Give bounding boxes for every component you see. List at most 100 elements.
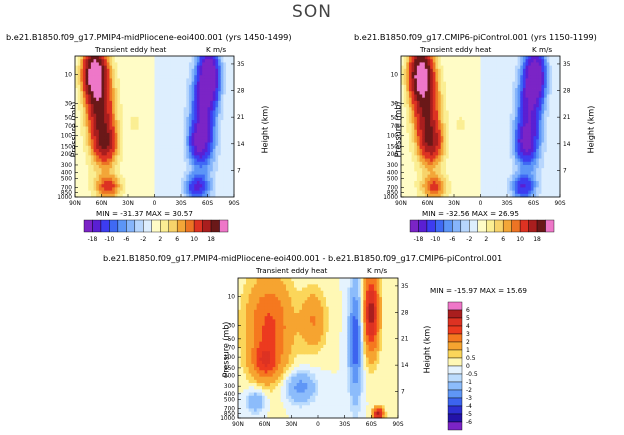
panel2-colorbar-box xyxy=(494,219,504,233)
panel1-ytick-label: 700 xyxy=(61,186,72,192)
panel1-ytick-label: 850 xyxy=(61,191,72,197)
figure-title: SON xyxy=(292,2,332,22)
panel2-colorbar-box xyxy=(426,219,436,233)
panel1-y2tick-label: 28 xyxy=(237,89,245,95)
panel3-title: b.e21.B1850.f09_g17.PMIP4-midPliocene-eo… xyxy=(103,253,503,263)
panel1-xtick-label: 60S xyxy=(202,201,213,207)
panel3-xtick-label: 60N xyxy=(259,422,271,428)
panel3-colorbar-box xyxy=(447,365,463,375)
panel3-ytick-label: 70 xyxy=(228,346,236,352)
panel2-ytick-label: 500 xyxy=(387,177,398,183)
panel1-colorbar-box xyxy=(168,219,178,233)
panel3-units: K m/s xyxy=(367,266,388,275)
panel3-colorbar-label: -1 xyxy=(466,379,472,386)
panel1-colorbar-label: -2 xyxy=(140,236,146,243)
panel3-y2tick-label: 35 xyxy=(401,284,409,290)
panel2-y2tick-label: 28 xyxy=(563,89,571,95)
panel2-xtick-label: 90S xyxy=(554,201,565,207)
panel1-colorbar-box xyxy=(160,219,169,233)
panel3-colorbar-box xyxy=(447,341,463,351)
panel2-ytick-label: 700 xyxy=(387,186,398,192)
panel2-colorbar-label: 18 xyxy=(533,236,541,243)
panel3-colorbar-label: -2 xyxy=(466,387,472,394)
panel3-xtick-label: 30S xyxy=(339,422,350,428)
panel3-colorbar-box xyxy=(447,413,463,423)
panel3-ytick-label: 700 xyxy=(224,407,235,413)
panel3-colorbar-label: 6 xyxy=(466,307,470,314)
panel2-xtick-label: 0 xyxy=(479,201,483,207)
panel2-colorbar-box xyxy=(452,219,462,233)
panel1-colorbar-box xyxy=(126,219,136,233)
panel1-y2tick-label: 21 xyxy=(237,115,245,121)
panel2-colorbar-box xyxy=(409,219,419,233)
panel2-colorbar-label: -10 xyxy=(431,236,441,243)
panel2-variable: Transient eddy heat xyxy=(420,45,492,54)
panel2-stats: MIN = -32.56 MAX = 26.95 xyxy=(422,209,519,218)
panel2-y2tick-label: 35 xyxy=(563,62,571,68)
panel2-colorbar-label: -2 xyxy=(466,236,472,243)
panel3-y2tick-label: 21 xyxy=(401,337,409,343)
panel3-colorbar-box xyxy=(447,389,463,399)
panel3-colorbar-box xyxy=(447,373,463,383)
panel2-colorbar-label: 10 xyxy=(516,236,524,243)
panel3-colorbar-label: -5 xyxy=(466,411,472,418)
panel2-colorbar-box xyxy=(502,219,512,233)
panel2-colorbar-box xyxy=(460,219,470,233)
panel2-colorbar-box xyxy=(477,219,487,233)
panel2-y2label: Height (km) xyxy=(586,105,596,154)
panel1-colorbar-label: -18 xyxy=(88,236,98,243)
panel2-y2tick-label: 21 xyxy=(563,115,571,121)
panel2-colorbar-box xyxy=(435,219,445,233)
panel1-colorbar-box xyxy=(117,219,127,233)
panel1-colorbar-box xyxy=(109,219,119,233)
panel1-colorbar-box xyxy=(83,219,93,233)
panel2-colorbar-label: 2 xyxy=(484,236,488,243)
panel3-ytick-label: 100 xyxy=(224,355,235,361)
panel3-stats: MIN = -15.97 MAX = 15.69 xyxy=(430,286,527,295)
panel1-colorbar-box xyxy=(134,219,144,233)
panel2-ytick-label: 50 xyxy=(391,115,399,121)
panel3-ytick-label: 10 xyxy=(228,294,236,300)
panel1-ytick-label: 400 xyxy=(61,171,72,177)
panel3-ytick-label: 50 xyxy=(228,337,236,343)
panel3-colorbar-label: -4 xyxy=(466,403,472,410)
panel3-ytick-label: 200 xyxy=(224,373,235,379)
panel3-colorbar-box xyxy=(447,349,463,359)
panel1-colorbar-box xyxy=(143,219,152,233)
panel1-ytick-label: 30 xyxy=(65,102,73,108)
panel2-colorbar-box xyxy=(469,219,478,233)
panel3-xtick-label: 60S xyxy=(366,422,377,428)
panel2-xtick-label: 90N xyxy=(395,201,407,207)
panel3-ytick-label: 150 xyxy=(224,366,235,372)
panel1-y2tick-label: 14 xyxy=(237,142,245,148)
panel3-colorbar-box xyxy=(447,405,463,415)
panel3-colorbar-box xyxy=(447,325,463,335)
panel1-xtick-label: 30N xyxy=(122,201,134,207)
panel1-units: K m/s xyxy=(206,45,227,54)
panel2-colorbar-box xyxy=(528,219,538,233)
panel3-variable: Transient eddy heat xyxy=(256,266,328,275)
panel1-title: b.e21.B1850.f09_g17.PMIP4-midPliocene-eo… xyxy=(6,32,292,42)
panel1-colorbar-label: 6 xyxy=(175,236,179,243)
panel3-y2tick-label: 14 xyxy=(401,363,409,369)
panel1-colorbar-box xyxy=(151,219,161,233)
panel1-colorbar-label: -10 xyxy=(105,236,115,243)
panel3-colorbar-box xyxy=(447,381,463,391)
panel3-colorbar-box xyxy=(447,309,463,319)
panel1-ytick-label: 10 xyxy=(65,72,73,78)
panel2-ylabel: Pressure (mb) xyxy=(393,101,403,158)
panel3-colorbar-label: -0.5 xyxy=(466,371,478,378)
panel1-colorbar-label: 18 xyxy=(207,236,215,243)
panel2-colorbar-box xyxy=(519,219,529,233)
panel3-colorbar-label: 1 xyxy=(466,347,470,354)
panel3-ytick-label: 850 xyxy=(224,412,235,418)
panel1-field xyxy=(75,56,235,198)
panel1-stats: MIN = -31.37 MAX = 30.57 xyxy=(96,209,193,218)
panel1-ytick-label: 500 xyxy=(61,177,72,183)
panel2-xtick-label: 60N xyxy=(422,201,434,207)
panel1-colorbar-box xyxy=(202,219,212,233)
panel3-xtick-label: 90N xyxy=(232,422,244,428)
panel3-colorbar-label: 0.5 xyxy=(466,355,476,362)
panel1-ytick-label: 150 xyxy=(61,145,72,151)
panel3-ytick-label: 300 xyxy=(224,384,235,390)
